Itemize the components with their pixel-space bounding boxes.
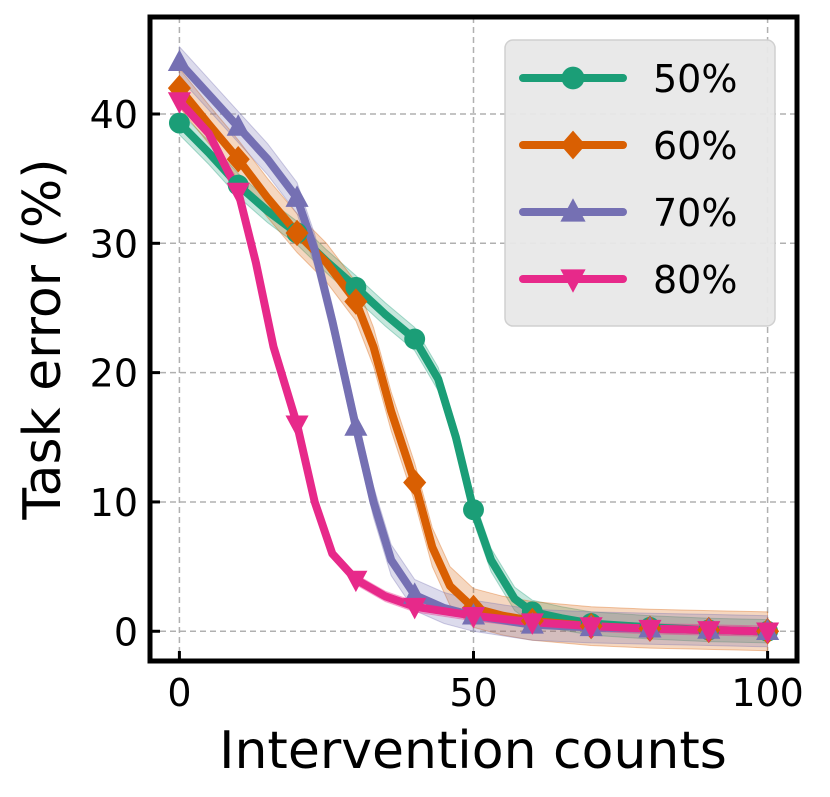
x-tick-label: 0 <box>167 671 191 715</box>
x-tick-label: 100 <box>731 671 804 715</box>
data-point-50 <box>345 276 367 298</box>
legend-marker <box>561 66 585 90</box>
legend-marker <box>560 198 586 222</box>
legend-label: 80% <box>653 258 737 302</box>
legend-entry-70: 70% <box>519 191 737 235</box>
data-point-70 <box>285 185 309 207</box>
x-tick-label: 50 <box>449 671 497 715</box>
series-markers <box>167 49 780 645</box>
y-tick-label: 0 <box>114 610 138 654</box>
legend-entry-50: 50% <box>519 57 737 101</box>
legend-entry-60: 60% <box>519 124 737 168</box>
y-tick-label: 20 <box>90 352 138 396</box>
legend-marker <box>560 130 586 160</box>
y-tick-label: 10 <box>90 481 138 525</box>
data-point-80 <box>344 570 368 593</box>
data-point-60 <box>285 219 309 247</box>
data-point-80 <box>403 597 427 620</box>
legend-label: 60% <box>653 124 737 168</box>
data-point-80 <box>167 92 191 114</box>
data-point-60 <box>226 146 250 173</box>
data-point-80 <box>697 621 721 643</box>
data-point-80 <box>756 622 780 644</box>
data-point-80 <box>285 415 309 437</box>
data-point-80 <box>520 613 544 635</box>
data-point-50 <box>168 112 190 134</box>
y-tick-label: 40 <box>90 93 138 137</box>
data-point-50 <box>463 499 484 521</box>
data-point-80 <box>226 182 250 205</box>
data-point-60 <box>344 288 368 315</box>
data-point-80 <box>579 617 603 639</box>
legend-label: 70% <box>653 191 737 235</box>
data-point-80 <box>461 606 486 629</box>
data-point-70 <box>167 49 191 72</box>
x-axis-label: Intervention counts <box>219 721 727 781</box>
y-axis-label: Task error (%) <box>13 158 73 520</box>
data-point-70 <box>226 114 250 136</box>
legend-box <box>504 39 776 327</box>
legend-entry-80: 80% <box>519 258 737 302</box>
data-point-60 <box>403 469 427 496</box>
data-point-70 <box>344 414 368 436</box>
data-point-50 <box>404 328 426 350</box>
data-point-80 <box>638 619 662 642</box>
axis-ticks: 0 50 100 0 10 20 30 40 <box>90 93 804 715</box>
legend-marker <box>560 269 586 293</box>
legend-label: 50% <box>653 57 737 101</box>
legend: 50% 60% 70% 80% <box>504 39 776 327</box>
y-tick-label: 30 <box>90 222 138 266</box>
